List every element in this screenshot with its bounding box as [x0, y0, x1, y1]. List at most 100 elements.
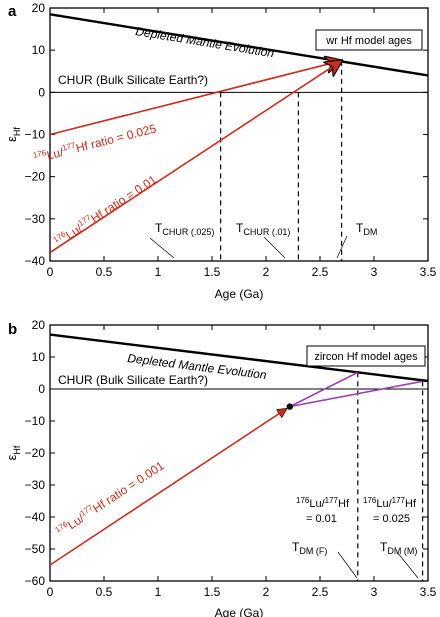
panel-letter: b: [8, 321, 17, 338]
vline-label-main: T: [356, 221, 364, 235]
panel-a: a 0 0.5 1 1.5 2 2.5 3 3.5 −40 −30 −20 −10 0 10 20 Age (G…: [4, 1, 437, 301]
x-tick-label: 2.5: [312, 265, 329, 279]
x-tick-label: 1.5: [204, 585, 221, 599]
ratio-sup1: 176: [363, 496, 377, 505]
vline-label-main: T: [236, 221, 244, 235]
vline-leader: [336, 235, 348, 259]
branch-line: [289, 380, 423, 408]
ratio-label-line2: = 0.01: [306, 513, 337, 525]
growth-label-mid1: Lu/: [45, 145, 65, 163]
y-tick-label: −40: [25, 254, 46, 268]
growth-label-mid2: Hf ratio = 0.025: [74, 121, 158, 155]
dm-line: [49, 13, 429, 77]
y-tick-label: −50: [25, 542, 46, 556]
y-tick-label: 10: [32, 43, 46, 57]
growth-line: [49, 409, 286, 566]
model-ages-label: zircon Hf model ages: [314, 351, 418, 363]
y-tick-label: 0: [38, 85, 45, 99]
model-ages-box: [306, 345, 426, 367]
chur-label: CHUR (Bulk Silicate Earth?): [58, 373, 208, 387]
y-tick-label: −40: [25, 510, 46, 524]
vline-label-sub: DM (F): [299, 546, 327, 556]
growth-label: 176Lu/177Hf ratio = 0.025: [32, 120, 158, 165]
vline-label-sub: CHUR (.01): [243, 227, 290, 237]
vline-label: TDM (F): [292, 540, 327, 556]
vline-leader: [149, 237, 175, 259]
growth-label: 176Lu/177Hf ratio = 0.01: [51, 171, 159, 249]
ratio-end: Hf: [405, 498, 417, 510]
model-ages-label: wr Hf model ages: [325, 35, 412, 47]
x-tick-label: 1.5: [204, 265, 221, 279]
vline-label-sub: DM (M): [387, 546, 417, 556]
y-axis-label-main: ε: [4, 454, 19, 460]
ratio-label-line1: 176Lu/177Hf: [363, 496, 417, 510]
data-point: [286, 403, 293, 410]
x-tick-label: 3: [371, 265, 378, 279]
y-tick-label: −60: [25, 574, 46, 588]
y-tick-label: 10: [32, 350, 46, 364]
chur-label: CHUR (Bulk Silicate Earth?): [58, 73, 208, 87]
x-tick-label: 0.5: [96, 265, 113, 279]
x-tick-label: 1: [155, 265, 162, 279]
growth-line: [49, 61, 342, 254]
vline-label-main: T: [292, 540, 300, 554]
vline-label-sub: DM: [363, 227, 377, 237]
y-tick-label: −30: [25, 212, 46, 226]
y-tick-label: 20: [32, 1, 46, 15]
y-tick-label: −30: [25, 478, 46, 492]
x-tick-label: 0.5: [96, 585, 113, 599]
x-tick-label: 2.5: [312, 585, 329, 599]
vline-label: TDM: [356, 221, 377, 237]
branch-line: [289, 371, 359, 408]
x-tick-label: 2: [263, 265, 270, 279]
x-tick-label: 2: [263, 585, 270, 599]
x-axis-label: Age (Ga): [215, 287, 264, 301]
y-axis-label-main: ε: [4, 136, 19, 142]
growth-label-mid2: Hf ratio = 0.001: [90, 458, 167, 515]
y-tick-label: −10: [25, 414, 46, 428]
x-tick-label: 3.5: [420, 265, 437, 279]
vline-label: TCHUR (.025): [155, 221, 214, 237]
vline-label-main: T: [380, 540, 388, 554]
ratio-mid: Lu/: [309, 498, 325, 510]
growth-label-sup2: 177: [61, 141, 77, 153]
ratio-label-line1: 176Lu/177Hf: [296, 496, 350, 510]
y-tick-label: 20: [32, 318, 46, 332]
ratio-end: Hf: [338, 498, 350, 510]
growth-line: [49, 61, 342, 136]
y-tick-label: 0: [38, 382, 45, 396]
model-ages-box: [315, 29, 423, 51]
y-axis-label-sub: Hf: [12, 127, 22, 136]
dm-line: [49, 333, 429, 383]
ratio-mid: Lu/: [376, 498, 392, 510]
vline-label-main: T: [155, 221, 163, 235]
vline-leader: [263, 236, 286, 259]
vline-label: TDM (M): [380, 540, 417, 556]
y-tick-label: −10: [25, 128, 46, 142]
ratio-label-line2: = 0.025: [373, 513, 410, 525]
vline-label: TCHUR (.01): [236, 221, 290, 237]
y-axis-label-sub: Hf: [12, 445, 22, 454]
vline-leader: [396, 551, 419, 579]
growth-label-sup1: 176: [32, 148, 48, 160]
x-tick-label: 3.5: [420, 585, 437, 599]
dm-label: Depleted Mantle Evolution: [135, 24, 276, 60]
x-tick-label: 0: [47, 585, 54, 599]
ratio-sup1: 176: [296, 496, 310, 505]
panel-letter: a: [8, 3, 17, 20]
y-tick-label: −20: [25, 446, 46, 460]
ratio-sup2: 177: [392, 496, 406, 505]
x-tick-label: 1: [155, 585, 162, 599]
y-axis-label: εHf: [4, 127, 22, 142]
x-tick-label: 3: [371, 585, 378, 599]
ratio-sup2: 177: [325, 496, 339, 505]
y-tick-label: −20: [25, 170, 46, 184]
vline-leader: [337, 551, 358, 579]
vline-label-sub: CHUR (.025): [162, 227, 214, 237]
growth-label-mid2: Hf ratio = 0.01: [88, 172, 159, 225]
panel-b: b 0 0.5 1 1.5 2 2.5 3 3.5 −60 −50 −40 −30 −20 −10 0 10 20…: [4, 318, 437, 617]
y-axis-label: εHf: [4, 445, 22, 460]
x-tick-label: 0: [47, 265, 54, 279]
x-axis-label: Age (Ga): [215, 606, 264, 617]
